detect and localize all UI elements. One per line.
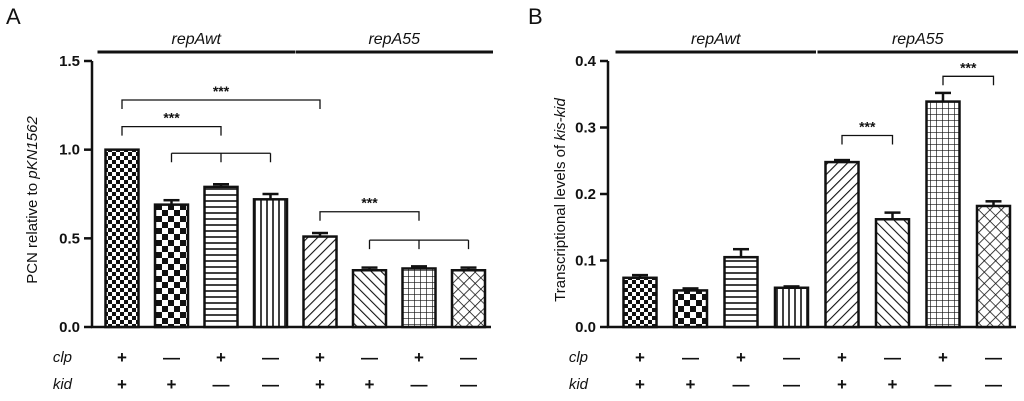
genotype-sign: + [365,375,375,394]
genotype-sign: — [884,348,901,367]
group-label-repAwt: repAwt [171,31,221,48]
genotype-sign: — [460,375,477,394]
bar [252,198,289,329]
y-tick-label: 0.1 [575,253,596,270]
bar [824,160,860,329]
significance-label: *** [361,195,378,211]
significance-label: *** [213,83,230,99]
genotype-sign: — [361,348,378,367]
bar [401,267,437,329]
genotype-sign: + [117,348,127,367]
genotype-sign: + [938,348,948,367]
bar [925,100,961,329]
genotype-sign: + [837,375,847,394]
genotype-sign: + [736,348,746,367]
significance-bracket [841,134,894,145]
genotype-sign: — [682,348,699,367]
genotype-sign: — [733,375,750,394]
genotype-sign: + [837,348,847,367]
row-label-kid: kid [569,376,589,393]
y-tick-label: 0.0 [575,319,596,336]
genotype-sign: — [262,375,279,394]
genotype-sign: + [117,375,127,394]
y-axis-label: PCN relative to pKN1562 [24,116,41,284]
panel-letter-a: A [6,4,21,29]
bar [672,289,709,329]
y-tick-label: 0.4 [575,53,597,70]
significance-bracket [121,125,222,136]
genotype-sign: — [783,375,800,394]
bar [104,148,140,329]
bar [153,203,190,329]
genotype-sign: + [635,375,645,394]
row-label-clp: clp [53,349,72,366]
bar [622,276,658,329]
genotype-sign: — [262,348,279,367]
genotype-sign: + [635,348,645,367]
y-tick-label: 0.2 [575,186,596,203]
bar [723,255,759,329]
bar [302,235,338,329]
genotype-sign: — [213,375,230,394]
multi-bracket [368,239,470,250]
row-label-kid: kid [53,376,73,393]
genotype-sign: + [686,375,696,394]
y-tick-label: 0.3 [575,120,596,137]
bar [975,204,1012,329]
chart-panel-a: 0.0 0.5 1.0 1.5 PCN relative to pKN1562 repAw… [24,31,493,394]
y-tick-label: 0.5 [59,230,80,247]
genotype-sign: — [985,348,1002,367]
group-label-repA55: repA55 [892,31,944,48]
y-tick-label: 1.5 [59,53,80,70]
bar [351,269,388,329]
bar [203,185,239,329]
chart-panel-b: 0.0 0.1 0.2 0.3 0.4 Transcriptional levels of… [552,31,1018,394]
genotype-sign: — [985,375,1002,394]
group-label-repAwt: repAwt [691,31,741,48]
genotype-sign: + [216,348,226,367]
genotype-sign: + [888,375,898,394]
y-tick-label: 0.0 [59,319,80,336]
genotype-sign: + [414,348,424,367]
bar [874,218,911,329]
significance-bracket [942,75,995,86]
significance-bracket [319,211,420,221]
genotype-sign: — [163,348,180,367]
genotype-sign: + [315,375,325,394]
bar [773,286,810,329]
significance-label: *** [960,59,977,75]
y-axis-label: Transcriptional levels of kis-kid [552,98,569,302]
genotype-sign: — [783,348,800,367]
significance-label: *** [163,110,180,126]
genotype-sign: + [315,348,325,367]
bar [450,269,487,329]
genotype-sign: — [460,348,477,367]
row-label-clp: clp [569,349,588,366]
genotype-sign: — [935,375,952,394]
panel-letter-b: B [528,4,543,29]
multi-bracket [170,152,272,163]
genotype-sign: — [411,375,428,394]
group-label-repA55: repA55 [368,31,420,48]
significance-label: *** [859,118,876,134]
y-tick-label: 1.0 [59,142,80,159]
significance-bracket [121,99,321,110]
genotype-sign: + [167,375,177,394]
